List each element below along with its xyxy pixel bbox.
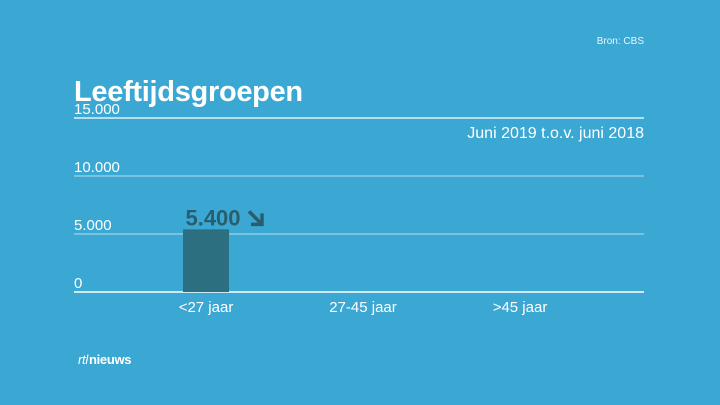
source-note: Bron: CBS xyxy=(596,36,644,47)
x-category-label: 27-45 jaar xyxy=(329,299,397,316)
y-tick-label: 0 xyxy=(74,275,82,292)
chart-title: Leeftijdsgroepen xyxy=(74,76,303,108)
chart-subtitle: Juni 2019 t.o.v. juni 2018 xyxy=(467,125,644,142)
rtl-nieuws-logo: rtlnieuws xyxy=(78,352,132,367)
logo-word: nieuws xyxy=(88,352,132,367)
y-tick-label: 10.000 xyxy=(74,159,120,176)
y-tick-label: 15.000 xyxy=(74,101,120,118)
arrow-down-right-icon xyxy=(247,210,264,227)
data-label: 5.400 xyxy=(185,205,240,230)
bar xyxy=(183,229,229,292)
logo-prefix: rtl xyxy=(78,352,88,367)
x-category-label: <27 jaar xyxy=(179,299,234,316)
x-category-label: >45 jaar xyxy=(493,299,548,316)
y-tick-label: 5.000 xyxy=(74,217,112,234)
